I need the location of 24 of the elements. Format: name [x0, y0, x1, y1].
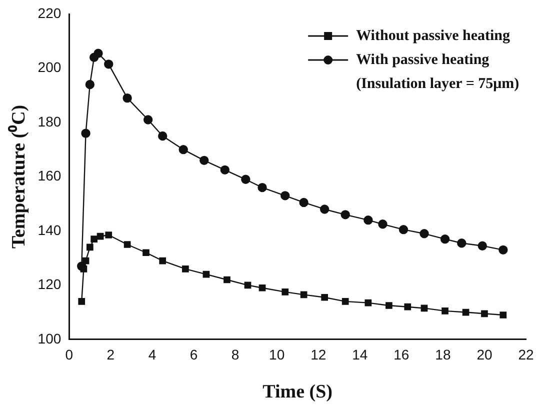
- x-tick-label: 8: [231, 346, 240, 363]
- y-tick-label: 180: [38, 113, 62, 130]
- y-tick-label: 220: [38, 4, 62, 21]
- y-tick-label: 120: [38, 276, 62, 292]
- x-tick-label: 18: [435, 346, 451, 363]
- legend-label: With passive heating: [356, 52, 490, 68]
- legend-label: Without passive heating: [356, 28, 510, 44]
- x-tick-label: 0: [65, 346, 74, 363]
- x-axis-title: Time (S): [262, 382, 332, 403]
- x-tick-label: 12: [310, 346, 326, 363]
- annotation: (Insulation layer = 75μm): [356, 76, 520, 92]
- x-tick-label: 10: [269, 346, 285, 363]
- x-tick-label: 16: [394, 346, 410, 363]
- y-tick-label: 140: [38, 222, 62, 238]
- y-tick-label: 160: [38, 168, 62, 184]
- y-tick-label: 100: [38, 330, 62, 346]
- x-tick-label: 6: [190, 346, 198, 363]
- x-tick-label: 14: [352, 346, 368, 363]
- x-tick-label: 4: [148, 346, 156, 363]
- x-tick-label: 20: [476, 346, 492, 363]
- x-tick-label: 2: [106, 346, 115, 363]
- y-tick-label: 200: [38, 59, 62, 76]
- x-tick-label: 22: [518, 346, 534, 363]
- y-axis-title: Temperature (⁰C): [7, 104, 30, 249]
